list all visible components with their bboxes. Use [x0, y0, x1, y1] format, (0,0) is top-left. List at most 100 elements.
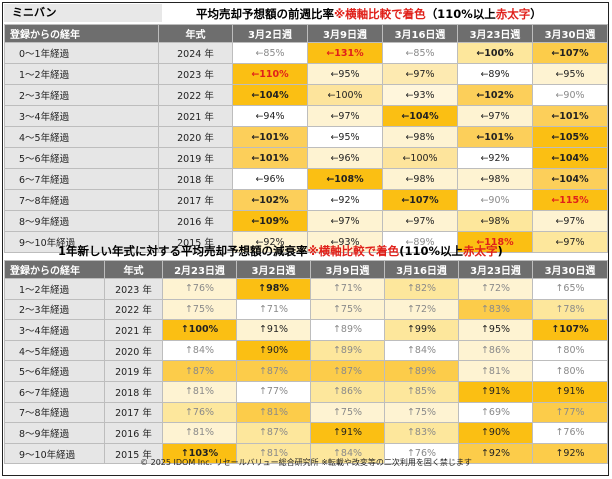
ratio-cell: ←98% — [382, 126, 458, 148]
decay-header-1: 年式 — [104, 260, 163, 279]
ratio-cell: ←85% — [232, 42, 308, 64]
ratio-cell: ←100% — [457, 42, 533, 64]
ratio-cell: ←101% — [232, 147, 308, 169]
age-label: 9～10年経過 — [4, 442, 105, 465]
age-label: 4～5年経過 — [4, 126, 159, 148]
ratio-cell: ↑90% — [458, 422, 533, 444]
ratio-cell: ↑76% — [384, 442, 459, 465]
section2-title-main: 1年新しい年式に対する平均売却予想額の減衰率 — [58, 244, 308, 258]
ratio-cell: ←104% — [532, 168, 608, 190]
ratio-cell: ↑92% — [532, 442, 608, 465]
ratio-cell: ↑75% — [310, 401, 385, 424]
ratio-cell: ←102% — [232, 189, 308, 211]
weekly-row: 8～9年経過 2016 年 ←109% ←97% ←97% ←98% ←97% — [4, 210, 608, 232]
ratio-cell: ←90% — [457, 189, 533, 211]
ratio-cell: ←97% — [457, 105, 533, 127]
ratio-cell: ←104% — [382, 105, 458, 127]
age-label: 0～1年経過 — [4, 42, 159, 64]
model-year: 2022 年 — [104, 298, 163, 321]
model-year: 2017 年 — [104, 401, 163, 424]
ratio-cell: ←92% — [232, 231, 308, 253]
ratio-cell: ←93% — [307, 231, 383, 253]
weekly-header-3: 3月9日週 — [307, 24, 383, 43]
decay-row: 2～3年経過 2022 年 ↑75% ↑71% ↑75% ↑72% ↑83% ↑78% — [4, 298, 608, 321]
section1-title-paren-open: （110%以上 — [425, 7, 496, 21]
weekly-row: 2～3年経過 2022 年 ←104% ←100% ←93% ←102% ←90% — [4, 84, 608, 106]
section1-title-paren-close: ） — [530, 7, 542, 21]
ratio-cell: ←94% — [232, 105, 308, 127]
ratio-cell: ↑83% — [458, 298, 533, 321]
weekly-row: 0～1年経過 2024 年 ←85% ←131% ←85% ←100% ←107% — [4, 42, 608, 64]
weekly-header-4: 3月16日週 — [382, 24, 458, 43]
decay-row: 8～9年経過 2016 年 ↑81% ↑87% ↑91% ↑83% ↑90% ↑76% — [4, 422, 608, 444]
ratio-cell: ↑89% — [310, 319, 385, 341]
category-tag: ミニバン — [4, 4, 162, 22]
weekly-header-1: 年式 — [158, 24, 233, 43]
ratio-cell: ↑91% — [236, 319, 311, 341]
ratio-cell: ←95% — [307, 63, 383, 85]
model-year: 2015 年 — [104, 442, 163, 465]
section1-title-note: ※横軸比較で着色 — [334, 7, 426, 21]
ratio-cell: ←89% — [382, 231, 458, 253]
ratio-cell: ↑76% — [162, 278, 237, 300]
ratio-cell: ←97% — [532, 231, 608, 253]
ratio-cell: ←96% — [307, 147, 383, 169]
age-label: 9～10年経過 — [4, 231, 159, 253]
weekly-header-0: 登録からの経年 — [4, 24, 159, 43]
ratio-cell: ←102% — [457, 84, 533, 106]
model-year: 2018 年 — [158, 168, 233, 190]
decay-header-7: 3月30日週 — [532, 260, 608, 279]
model-year: 2016 年 — [104, 422, 163, 444]
decay-row: 9～10年経過 2015 年 ↑103% ↑81% ↑84% ↑76% ↑92% ↑92% — [4, 442, 608, 465]
ratio-cell: ←100% — [307, 84, 383, 106]
section2-title: 1年新しい年式に対する平均売却予想額の減衰率※横軸比較で着色(110%以上赤太字… — [58, 243, 503, 259]
decay-header-0: 登録からの経年 — [4, 260, 105, 279]
decay-header-4: 3月9日週 — [310, 260, 385, 279]
ratio-cell: ↑76% — [162, 401, 237, 424]
weekly-row: 3～4年経過 2021 年 ←94% ←97% ←104% ←97% ←101% — [4, 105, 608, 127]
ratio-cell: ↑107% — [532, 319, 608, 341]
weekly-row: 5～6年経過 2019 年 ←101% ←96% ←100% ←92% ←104% — [4, 147, 608, 169]
ratio-cell: ←131% — [307, 42, 383, 64]
age-label: 8～9年経過 — [4, 422, 105, 444]
decay-row: 1～2年経過 2023 年 ↑76% ↑98% ↑71% ↑82% ↑72% ↑65% — [4, 278, 608, 300]
model-year: 2024 年 — [158, 42, 233, 64]
model-year: 2023 年 — [158, 63, 233, 85]
weekly-header-2: 3月2日週 — [232, 24, 308, 43]
model-year: 2016 年 — [158, 210, 233, 232]
ratio-cell: ←92% — [307, 189, 383, 211]
model-year: 2019 年 — [158, 147, 233, 169]
weekly-row: 4～5年経過 2020 年 ←101% ←95% ←98% ←101% ←105% — [4, 126, 608, 148]
ratio-cell: ↑91% — [532, 380, 608, 403]
ratio-cell: ↑85% — [384, 380, 459, 403]
ratio-cell: ←97% — [307, 105, 383, 127]
decay-row: 5～6年経過 2019 年 ↑87% ↑87% ↑87% ↑89% ↑81% ↑80% — [4, 360, 608, 382]
age-label: 1～2年経過 — [4, 63, 159, 85]
ratio-cell: ←101% — [457, 126, 533, 148]
ratio-cell: ↑100% — [162, 319, 237, 341]
section1-title-main: 平均売却予想額の前週比率 — [196, 7, 334, 21]
ratio-cell: ↑72% — [384, 298, 459, 321]
section2-title-paren-close: ) — [497, 244, 503, 258]
ratio-cell: ↑81% — [458, 360, 533, 382]
ratio-cell: ←104% — [232, 84, 308, 106]
model-year: 2018 年 — [104, 380, 163, 403]
ratio-cell: ↑83% — [384, 422, 459, 444]
ratio-cell: ↑75% — [310, 298, 385, 321]
decay-row: 3～4年経過 2021 年 ↑100% ↑91% ↑89% ↑99% ↑95% ↑107% — [4, 319, 608, 341]
decay-row: 6～7年経過 2018 年 ↑81% ↑77% ↑86% ↑85% ↑91% ↑91% — [4, 380, 608, 403]
ratio-cell: ↑99% — [384, 319, 459, 341]
copyright-footer: © 2025 IDOM Inc. リセールバリュー総合研究所 ※転載や改変等の二… — [140, 458, 472, 467]
ratio-cell: ←107% — [532, 42, 608, 64]
ratio-cell: ←101% — [532, 105, 608, 127]
ratio-cell: ↑80% — [532, 339, 608, 362]
model-year: 2020 年 — [158, 126, 233, 148]
ratio-cell: ←105% — [532, 126, 608, 148]
ratio-cell: ↑81% — [236, 442, 311, 465]
ratio-cell: ←95% — [532, 63, 608, 85]
ratio-cell: ↑84% — [162, 339, 237, 362]
weekly-row: 1～2年経過 2023 年 ←110% ←95% ←97% ←89% ←95% — [4, 63, 608, 85]
age-label: 5～6年経過 — [4, 147, 159, 169]
model-year: 2017 年 — [158, 189, 233, 211]
ratio-cell: ←98% — [457, 210, 533, 232]
